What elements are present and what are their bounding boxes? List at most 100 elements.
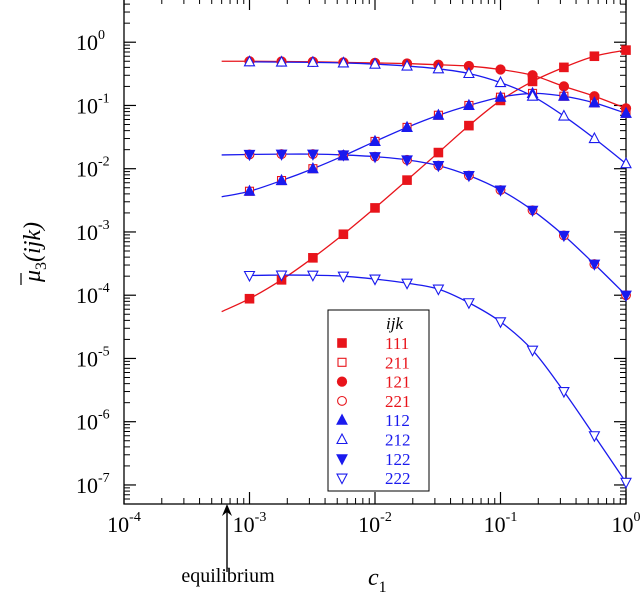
y-tick-base: 10 xyxy=(76,283,98,308)
data-point-112 xyxy=(432,108,445,120)
data-point-222 xyxy=(401,278,413,290)
legend-entry-112: 112 xyxy=(336,411,410,430)
data-point-212 xyxy=(620,157,632,169)
y-tick-label: 100 xyxy=(76,28,105,55)
y-tick-base: 10 xyxy=(76,157,98,182)
y-tick-exp: -5 xyxy=(98,344,110,359)
x-axis-label-sub: 1 xyxy=(379,579,387,596)
x-axis-label-base: c xyxy=(368,565,379,591)
legend-entry-222: 222 xyxy=(336,469,411,488)
data-point-112 xyxy=(243,184,256,196)
y-tick-base: 10 xyxy=(76,473,98,498)
x-tick-base: 10 xyxy=(484,512,506,537)
legend-entry-122: 122 xyxy=(336,450,411,469)
y-axis-label-sub: 3 xyxy=(33,262,50,270)
series-222 xyxy=(243,270,632,490)
legend-marker-121 xyxy=(336,376,348,387)
data-point-112 xyxy=(306,162,319,174)
data-point-111 xyxy=(308,253,318,263)
data-point-111 xyxy=(464,120,474,131)
x-tick-exp: 0 xyxy=(634,510,641,525)
y-tick-label: 10-2 xyxy=(76,155,110,182)
y-tick-exp: -1 xyxy=(98,91,110,106)
y-tick-exp: -2 xyxy=(98,155,110,170)
data-point-222 xyxy=(369,274,381,286)
series-markers xyxy=(243,45,632,490)
data-point-222 xyxy=(557,386,570,399)
data-point-122 xyxy=(557,230,570,243)
x-tick-label: 10-1 xyxy=(484,510,518,537)
data-point-212 xyxy=(337,56,350,68)
x-tick-exp: -4 xyxy=(129,510,141,525)
x-tick-label: 100 xyxy=(612,510,641,537)
data-point-111 xyxy=(402,175,412,185)
series-212 xyxy=(243,55,632,169)
data-point-222 xyxy=(275,270,288,282)
data-point-112 xyxy=(620,106,632,118)
data-point-122 xyxy=(462,170,475,183)
data-point-111 xyxy=(621,45,631,55)
data-point-112 xyxy=(369,134,381,146)
y-tick-label: 10-3 xyxy=(76,218,110,245)
data-point-112 xyxy=(494,90,507,102)
y-tick-base: 10 xyxy=(76,220,98,245)
legend-entry-111: 111 xyxy=(337,334,409,353)
equilibrium-arrow-head-icon xyxy=(222,504,232,516)
data-point-212 xyxy=(401,59,413,71)
data-point-222 xyxy=(620,477,632,490)
x-tick-label: 10-4 xyxy=(107,510,141,537)
y-tick-base: 10 xyxy=(76,93,98,118)
legend-marker-111 xyxy=(337,338,347,348)
data-point-111 xyxy=(244,293,255,304)
legend-label-221: 221 xyxy=(385,392,411,411)
legend-marker-211 xyxy=(337,357,347,367)
data-point-112 xyxy=(462,98,475,111)
series-211 xyxy=(244,88,631,196)
y-axis-label: μ3(ijk) xyxy=(20,222,50,285)
equilibrium-annotation: equilibrium xyxy=(181,504,275,587)
data-point-122 xyxy=(275,149,288,161)
y-tick-exp: -4 xyxy=(98,281,110,296)
data-point-222 xyxy=(432,284,445,296)
y-tick-label: 10-6 xyxy=(76,408,110,435)
data-point-121 xyxy=(495,64,506,75)
data-point-222 xyxy=(243,270,256,283)
data-point-222 xyxy=(306,270,319,282)
data-point-121 xyxy=(527,70,538,81)
data-point-212 xyxy=(462,66,475,79)
data-point-122 xyxy=(432,161,445,173)
series-112 xyxy=(243,86,632,196)
x-tick-label: 10-2 xyxy=(358,510,392,537)
data-point-222 xyxy=(526,345,539,357)
svg-text:μ3(ijk): μ3(ijk) xyxy=(20,222,50,283)
data-point-212 xyxy=(526,89,539,101)
legend-marker-222 xyxy=(336,473,348,485)
data-point-122 xyxy=(401,155,413,167)
data-point-212 xyxy=(369,57,381,69)
x-tick-exp: -1 xyxy=(506,510,518,525)
y-tick-exp: -7 xyxy=(98,471,110,486)
legend-label-111: 111 xyxy=(385,334,409,353)
y-tick-label: 10-7 xyxy=(76,471,110,498)
data-point-122 xyxy=(494,185,507,197)
y-tick-exp: -6 xyxy=(98,408,110,423)
data-point-212 xyxy=(432,62,445,74)
data-point-122 xyxy=(526,205,539,217)
y-tick-label: 10-4 xyxy=(76,281,110,308)
legend-label-212: 212 xyxy=(385,431,411,450)
legend-label-211: 211 xyxy=(385,353,410,372)
legend-marker-122 xyxy=(336,454,348,466)
y-tick-base: 10 xyxy=(76,30,98,55)
data-point-111 xyxy=(370,203,380,213)
y-tick-base: 10 xyxy=(76,346,98,371)
y-axis-label-mu: μ xyxy=(20,270,46,283)
data-point-212 xyxy=(306,55,319,67)
data-point-111 xyxy=(433,147,444,158)
legend-entry-211: 211 xyxy=(337,353,410,372)
ticks-layer: 10-4 10-3 10-2 10-1 10010-710-610-510-410-31… xyxy=(76,0,641,537)
equilibrium-label: equilibrium xyxy=(181,565,275,587)
data-point-112 xyxy=(557,89,570,101)
